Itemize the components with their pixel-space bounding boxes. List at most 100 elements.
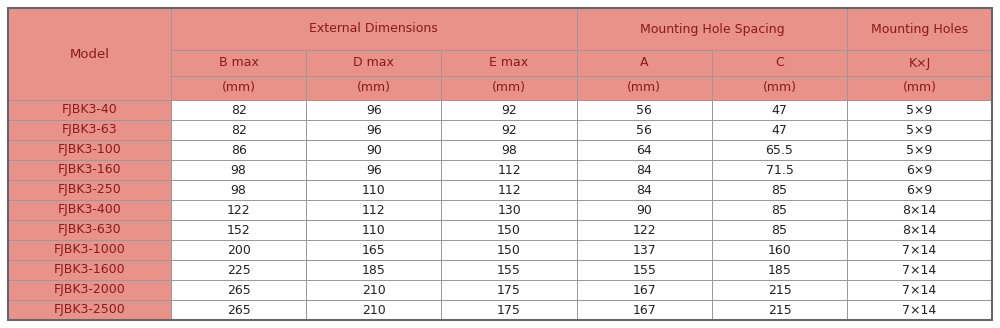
Bar bbox=[171, 180, 306, 200]
Bar bbox=[441, 160, 577, 180]
Text: FJBK3-2500: FJBK3-2500 bbox=[54, 303, 125, 317]
Bar bbox=[577, 260, 712, 280]
Bar bbox=[441, 50, 577, 76]
Text: 130: 130 bbox=[497, 203, 521, 216]
Bar bbox=[171, 8, 577, 50]
Bar bbox=[441, 260, 577, 280]
Bar bbox=[712, 200, 847, 220]
Bar bbox=[441, 180, 577, 200]
Bar bbox=[8, 160, 171, 180]
Text: 7×14: 7×14 bbox=[902, 263, 937, 277]
Text: 200: 200 bbox=[227, 243, 251, 256]
Text: 86: 86 bbox=[231, 144, 247, 156]
Text: 110: 110 bbox=[362, 183, 386, 196]
Text: 210: 210 bbox=[362, 303, 386, 317]
Text: 185: 185 bbox=[768, 263, 791, 277]
Text: 215: 215 bbox=[768, 283, 791, 297]
Bar bbox=[577, 280, 712, 300]
Text: 64: 64 bbox=[636, 144, 652, 156]
Bar bbox=[8, 100, 171, 120]
Text: 90: 90 bbox=[636, 203, 652, 216]
Text: 82: 82 bbox=[231, 104, 247, 116]
Bar bbox=[577, 76, 712, 100]
Text: 150: 150 bbox=[497, 223, 521, 236]
Text: 90: 90 bbox=[366, 144, 382, 156]
Bar bbox=[577, 160, 712, 180]
Bar bbox=[306, 140, 441, 160]
Text: 165: 165 bbox=[362, 243, 386, 256]
Bar bbox=[712, 76, 847, 100]
Bar bbox=[171, 280, 306, 300]
Text: 85: 85 bbox=[772, 223, 788, 236]
Text: 85: 85 bbox=[772, 203, 788, 216]
Text: 110: 110 bbox=[362, 223, 386, 236]
Bar bbox=[577, 8, 847, 50]
Bar bbox=[441, 220, 577, 240]
Bar bbox=[577, 220, 712, 240]
Bar bbox=[847, 280, 992, 300]
Text: 225: 225 bbox=[227, 263, 250, 277]
Bar bbox=[577, 100, 712, 120]
Text: 6×9: 6×9 bbox=[906, 183, 933, 196]
Text: 112: 112 bbox=[362, 203, 386, 216]
Text: 175: 175 bbox=[497, 303, 521, 317]
Bar bbox=[306, 100, 441, 120]
Bar bbox=[306, 220, 441, 240]
Text: 8×14: 8×14 bbox=[902, 203, 937, 216]
Bar bbox=[306, 160, 441, 180]
Text: 112: 112 bbox=[497, 163, 521, 176]
Text: FJBK3-2000: FJBK3-2000 bbox=[54, 283, 125, 297]
Text: 82: 82 bbox=[231, 124, 247, 136]
Text: 98: 98 bbox=[231, 163, 247, 176]
Bar bbox=[577, 240, 712, 260]
Text: 96: 96 bbox=[366, 124, 382, 136]
Text: FJBK3-100: FJBK3-100 bbox=[58, 144, 121, 156]
Text: 215: 215 bbox=[768, 303, 791, 317]
Text: K×J: K×J bbox=[908, 56, 931, 70]
Bar bbox=[306, 260, 441, 280]
Text: FJBK3-630: FJBK3-630 bbox=[58, 223, 121, 236]
Text: Mounting Hole Spacing: Mounting Hole Spacing bbox=[640, 23, 784, 35]
Text: 175: 175 bbox=[497, 283, 521, 297]
Bar bbox=[712, 50, 847, 76]
Bar bbox=[171, 50, 306, 76]
Bar bbox=[712, 260, 847, 280]
Bar bbox=[712, 120, 847, 140]
Text: FJBK3-400: FJBK3-400 bbox=[58, 203, 121, 216]
Text: Mounting Holes: Mounting Holes bbox=[871, 23, 968, 35]
Text: E max: E max bbox=[489, 56, 529, 70]
Bar bbox=[306, 280, 441, 300]
Bar bbox=[171, 260, 306, 280]
Bar bbox=[847, 50, 992, 76]
Bar bbox=[847, 100, 992, 120]
Bar bbox=[441, 100, 577, 120]
Bar bbox=[847, 120, 992, 140]
Text: 122: 122 bbox=[227, 203, 250, 216]
Bar bbox=[306, 300, 441, 320]
Text: 5×9: 5×9 bbox=[906, 104, 933, 116]
Text: (mm): (mm) bbox=[763, 81, 797, 94]
Bar bbox=[712, 160, 847, 180]
Text: 167: 167 bbox=[632, 303, 656, 317]
Text: (mm): (mm) bbox=[492, 81, 526, 94]
Bar bbox=[8, 200, 171, 220]
Text: 185: 185 bbox=[362, 263, 386, 277]
Bar bbox=[171, 140, 306, 160]
Bar bbox=[712, 220, 847, 240]
Text: 84: 84 bbox=[636, 183, 652, 196]
Bar bbox=[8, 260, 171, 280]
Bar bbox=[712, 180, 847, 200]
Bar bbox=[171, 200, 306, 220]
Bar bbox=[577, 200, 712, 220]
Bar bbox=[171, 300, 306, 320]
Bar bbox=[847, 140, 992, 160]
Bar bbox=[8, 280, 171, 300]
Text: 155: 155 bbox=[632, 263, 656, 277]
Bar bbox=[306, 76, 441, 100]
Bar bbox=[306, 50, 441, 76]
Bar bbox=[8, 180, 171, 200]
Text: 56: 56 bbox=[636, 104, 652, 116]
Bar bbox=[847, 76, 992, 100]
Text: 265: 265 bbox=[227, 303, 250, 317]
Bar bbox=[306, 120, 441, 140]
